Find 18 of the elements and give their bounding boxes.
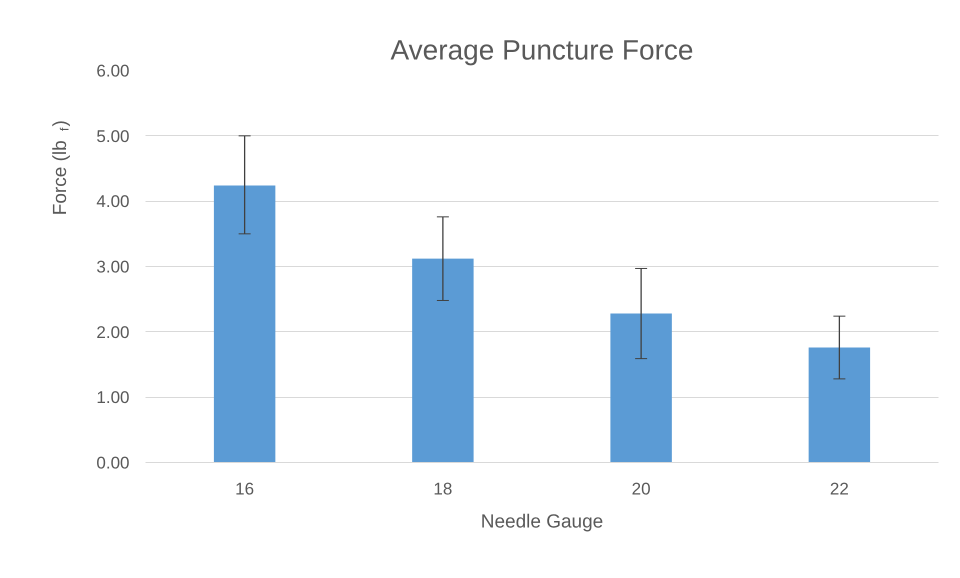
- x-tick-label: 18: [433, 480, 452, 498]
- x-tick-label: 20: [632, 480, 651, 498]
- y-tick-label: 1.00: [96, 388, 130, 408]
- bar: [610, 314, 672, 462]
- x-axis-title: Needle Gauge: [480, 512, 604, 532]
- y-tick-label: 0.00: [96, 454, 130, 472]
- x-tick-label: 16: [235, 480, 254, 498]
- y-tick-label: 6.00: [96, 62, 130, 80]
- bar: [412, 258, 474, 462]
- y-tick-label: 4.00: [96, 192, 130, 212]
- bar: [808, 348, 870, 462]
- bar: [214, 185, 276, 462]
- y-tick-label: 2.00: [96, 322, 130, 342]
- x-tick-label: 22: [830, 480, 849, 498]
- y-tick-label: 3.00: [96, 258, 130, 276]
- y-tick-label: 5.00: [96, 126, 130, 146]
- chart-title: Average Puncture Force: [390, 34, 694, 66]
- y-axis-title: Force (lbf): [50, 120, 72, 216]
